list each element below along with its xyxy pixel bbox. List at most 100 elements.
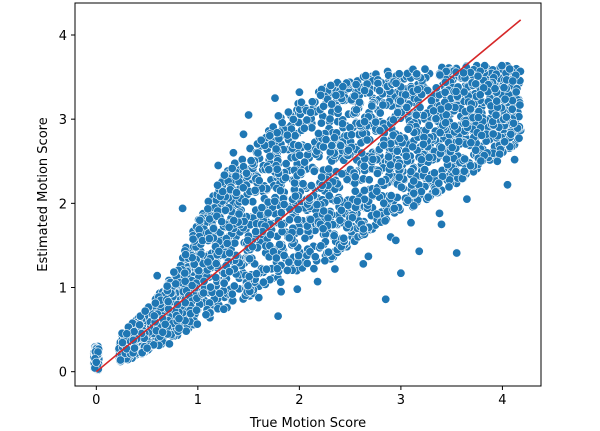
scatter-point <box>475 90 485 100</box>
scatter-point <box>359 186 369 196</box>
scatter-point <box>256 135 266 145</box>
scatter-point <box>118 338 128 348</box>
scatter-point <box>231 171 241 181</box>
scatter-point <box>451 167 461 177</box>
scatter-point <box>473 113 483 123</box>
scatter-point <box>213 180 223 190</box>
scatter-point <box>180 268 190 278</box>
scatter-point <box>362 135 372 145</box>
scatter-point <box>285 204 295 214</box>
scatter-point <box>281 173 291 183</box>
scatter-point <box>379 140 389 150</box>
scatter-point <box>316 241 326 251</box>
scatter-point <box>296 167 306 177</box>
scatter-point <box>333 104 343 114</box>
scatter-point <box>263 208 273 218</box>
x-tick-label: 0 <box>92 393 100 408</box>
scatter-point <box>214 246 224 256</box>
scatter-point <box>343 145 353 155</box>
scatter-point <box>265 151 275 161</box>
scatter-point <box>222 238 232 248</box>
scatter-point <box>351 105 361 115</box>
scatter-point <box>318 224 328 234</box>
scatter-point <box>282 265 292 275</box>
scatter-point <box>435 128 445 138</box>
scatter-point <box>337 119 347 129</box>
scatter-point <box>224 222 234 232</box>
scatter-point <box>320 256 330 266</box>
scatter-point <box>203 257 213 267</box>
scatter-point <box>199 288 209 298</box>
scatter-point <box>389 203 399 213</box>
scatter-point <box>288 114 298 124</box>
scatter-point <box>411 110 421 120</box>
scatter-point <box>295 150 305 160</box>
scatter-point <box>360 117 370 127</box>
scatter-point <box>339 233 349 243</box>
scatter-point <box>409 188 419 198</box>
scatter-point <box>279 199 289 209</box>
scatter-point <box>393 108 403 118</box>
scatter-point <box>283 107 293 117</box>
scatter-point <box>293 215 303 225</box>
scatter-point <box>380 216 390 226</box>
scatter-point <box>394 172 404 182</box>
scatter-point <box>352 196 362 206</box>
y-tick-label: 0 <box>59 366 67 381</box>
scatter-point <box>408 142 418 152</box>
scatter-point <box>431 114 441 124</box>
scatter-point <box>270 196 280 206</box>
scatter-point <box>388 115 398 125</box>
scatter-point <box>204 234 214 244</box>
scatter-point <box>325 114 335 124</box>
scatter-point <box>243 235 253 245</box>
scatter-point <box>303 142 313 152</box>
scatter-point <box>395 134 405 144</box>
scatter-point <box>181 250 191 260</box>
scatter-point <box>300 157 310 167</box>
scatter-point <box>230 238 240 248</box>
y-axis: 0 1 2 3 4 <box>59 29 75 381</box>
scatter-point <box>324 164 334 174</box>
scatter-point <box>192 305 202 315</box>
scatter-point <box>396 268 406 278</box>
scatter-point <box>409 176 419 186</box>
scatter-point <box>364 175 374 185</box>
scatter-point <box>323 247 333 257</box>
scatter-point <box>135 320 145 330</box>
scatter-point <box>497 61 507 71</box>
scatter-point <box>306 181 316 191</box>
scatter-point <box>319 206 329 216</box>
scatter-point <box>441 154 451 164</box>
scatter-point <box>431 187 441 197</box>
scatter-point <box>391 78 401 88</box>
scatter-point <box>492 96 502 106</box>
scatter-point <box>347 213 357 223</box>
scatter-point <box>447 143 457 153</box>
scatter-point <box>424 174 434 184</box>
scatter-point <box>444 182 454 192</box>
scatter-point <box>316 118 326 128</box>
x-tick-label: 4 <box>498 393 506 408</box>
scatter-point <box>140 306 150 316</box>
scatter-point <box>300 233 310 243</box>
scatter-point <box>224 267 234 277</box>
scatter-point <box>211 259 221 269</box>
scatter-point <box>330 264 340 274</box>
scatter-point <box>507 104 517 114</box>
scatter-point <box>415 102 425 112</box>
scatter-point <box>354 97 364 107</box>
scatter-point <box>460 154 470 164</box>
scatter-point <box>376 177 386 187</box>
scatter-point <box>218 187 228 197</box>
scatter-point <box>462 194 472 204</box>
scatter-point <box>427 96 437 106</box>
scatter-point <box>420 64 430 74</box>
scatter-point <box>251 227 261 237</box>
scatter-point <box>350 91 360 101</box>
scatter-point <box>192 319 202 329</box>
scatter-point <box>240 197 250 207</box>
scatter-point <box>395 96 405 106</box>
scatter-point <box>452 248 462 258</box>
scatter-point <box>471 79 481 89</box>
